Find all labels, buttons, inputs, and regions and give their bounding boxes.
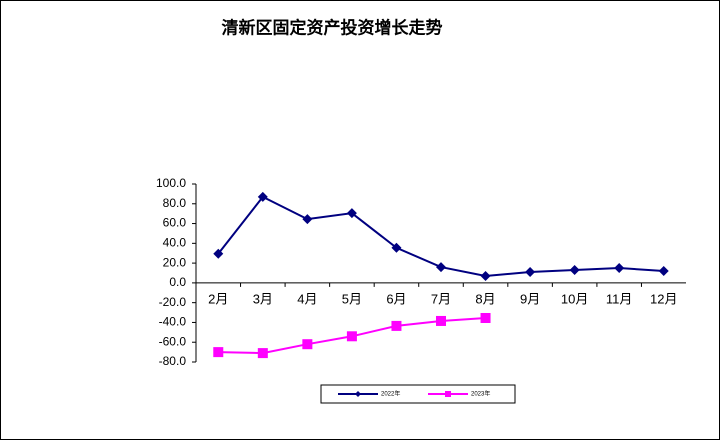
point <box>480 312 491 323</box>
legend-marker <box>445 391 451 397</box>
point <box>614 263 625 274</box>
x-tick-label: 6月 <box>386 291 406 306</box>
point <box>346 208 357 219</box>
x-tick-label: 11月 <box>606 291 633 306</box>
point <box>480 270 491 281</box>
x-tick-label: 5月 <box>342 291 362 306</box>
point <box>302 214 313 225</box>
point <box>302 339 313 350</box>
legend-label: 2022年 <box>381 390 400 398</box>
point <box>346 331 357 342</box>
legend-marker <box>355 391 361 397</box>
y-tick-label: -20.0 <box>159 295 187 309</box>
x-tick-label: 3月 <box>253 291 273 306</box>
legend-label: 2023年 <box>471 390 490 398</box>
point <box>257 191 268 202</box>
y-tick-label: -60.0 <box>159 334 187 348</box>
x-tick-label: 4月 <box>297 291 317 306</box>
chart-title: 清新区固定资产投资增长走势 <box>222 18 443 39</box>
x-tick-label: 7月 <box>431 291 451 306</box>
point <box>213 248 224 259</box>
point <box>436 315 446 326</box>
x-tick-label: 9月 <box>520 291 540 306</box>
y-tick-label: -80.0 <box>159 354 187 368</box>
legend-box <box>320 384 516 404</box>
point <box>257 348 268 359</box>
y-tick-label: 20.0 <box>163 255 187 269</box>
y-tick-label: 100.0 <box>156 176 186 190</box>
y-tick-label: 40.0 <box>163 236 187 250</box>
x-tick-label: 2月 <box>208 291 228 306</box>
point <box>213 347 224 358</box>
y-tick-label: 0.0 <box>169 275 186 289</box>
y-tick-label: -40.0 <box>159 315 187 329</box>
point <box>436 262 446 273</box>
point <box>391 320 402 331</box>
x-tick-label: 8月 <box>475 291 495 306</box>
point <box>391 242 402 253</box>
x-tick-label: 10月 <box>561 291 588 306</box>
point <box>658 266 669 277</box>
y-tick-label: 60.0 <box>163 216 187 230</box>
point <box>525 267 536 278</box>
y-tick-label: 80.0 <box>163 196 187 210</box>
point <box>569 265 580 276</box>
x-tick-label: 12月 <box>650 291 677 306</box>
